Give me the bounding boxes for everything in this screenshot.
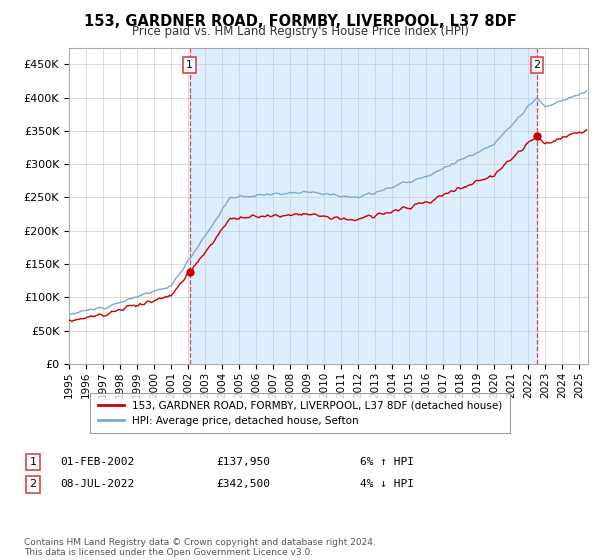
Text: 153, GARDNER ROAD, FORMBY, LIVERPOOL, L37 8DF: 153, GARDNER ROAD, FORMBY, LIVERPOOL, L3… (83, 14, 517, 29)
Text: £342,500: £342,500 (216, 479, 270, 489)
Text: 2: 2 (533, 60, 541, 70)
Text: 1: 1 (186, 60, 193, 70)
Legend: 153, GARDNER ROAD, FORMBY, LIVERPOOL, L37 8DF (detached house), HPI: Average pri: 153, GARDNER ROAD, FORMBY, LIVERPOOL, L3… (91, 393, 509, 433)
Text: 4% ↓ HPI: 4% ↓ HPI (360, 479, 414, 489)
Text: 2: 2 (29, 479, 37, 489)
Text: 6% ↑ HPI: 6% ↑ HPI (360, 457, 414, 467)
Text: 08-JUL-2022: 08-JUL-2022 (60, 479, 134, 489)
Bar (190, 48, 537, 364)
Text: 1: 1 (29, 457, 37, 467)
Text: 01-FEB-2002: 01-FEB-2002 (60, 457, 134, 467)
Text: £137,950: £137,950 (216, 457, 270, 467)
Text: Price paid vs. HM Land Registry's House Price Index (HPI): Price paid vs. HM Land Registry's House … (131, 25, 469, 38)
Text: Contains HM Land Registry data © Crown copyright and database right 2024.
This d: Contains HM Land Registry data © Crown c… (24, 538, 376, 557)
